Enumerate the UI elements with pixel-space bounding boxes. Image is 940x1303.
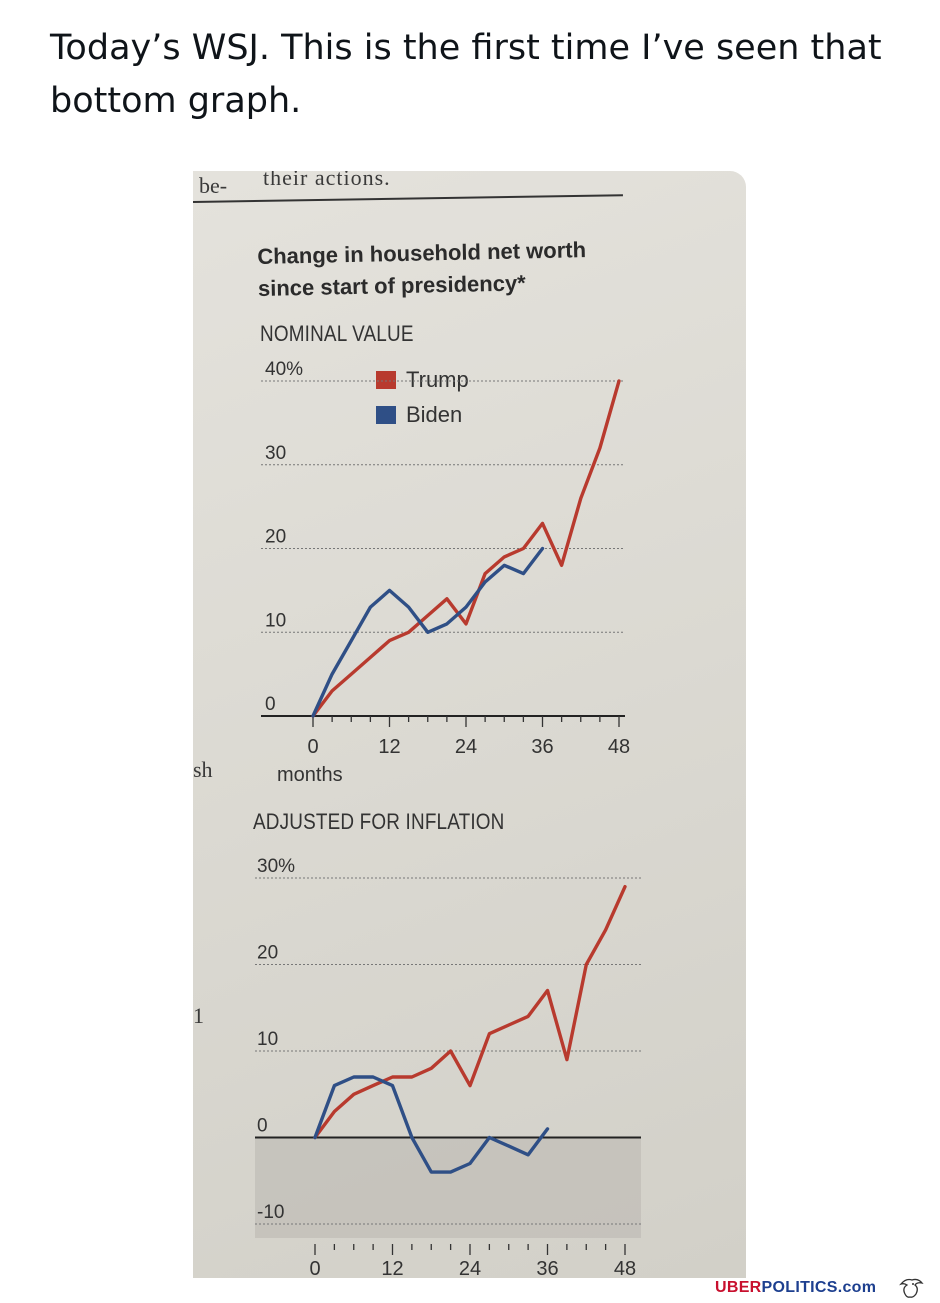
legend-swatch-biden <box>376 406 396 424</box>
x-tick-label: 36 <box>536 1258 558 1278</box>
charts-svg: 0 10 20 30 40% 0 12 24 36 48 months -10 0 10 20 30% 0 12 2… <box>255 359 641 1278</box>
y-tick-label: 30 <box>265 443 286 464</box>
watermark-part-1: UBER <box>715 1279 762 1296</box>
y-tick-label: 20 <box>265 527 286 548</box>
y-tick-label: 10 <box>257 1029 278 1050</box>
inflation-chart-subtitle: ADJUSTED FOR INFLATION <box>253 809 505 834</box>
x-tick-label: 48 <box>608 736 630 758</box>
y-tick-label: 20 <box>257 943 278 964</box>
legend-item-biden: Biden <box>376 402 462 428</box>
eagle-icon <box>899 1278 924 1298</box>
series-line-trump <box>313 885 627 1140</box>
y-tick-label: -10 <box>257 1202 284 1223</box>
legend-label-trump: Trump <box>406 367 469 392</box>
clipping-margin-fragment: sh <box>193 757 213 782</box>
x-tick-label: 48 <box>614 1258 636 1278</box>
x-tick-label: 0 <box>309 1258 320 1278</box>
x-tick-label: 0 <box>307 736 318 758</box>
x-unit-label: months <box>277 764 343 786</box>
nominal-chart-subtitle: NOMINAL VALUE <box>260 321 414 346</box>
series-line-biden <box>311 546 545 718</box>
legend-item-trump: Trump <box>376 367 469 393</box>
legend-label-biden: Biden <box>406 402 463 427</box>
x-tick-label: 24 <box>455 736 477 758</box>
y-tick-label: 0 <box>257 1116 268 1137</box>
x-tick-label: 12 <box>381 1258 403 1278</box>
y-tick-label: 40% <box>265 359 303 380</box>
x-tick-label: 36 <box>531 736 553 758</box>
y-tick-label: 30% <box>257 856 295 877</box>
series-line-biden <box>313 1075 550 1174</box>
watermark[interactable]: UBERPOLITICS.com <box>715 1279 876 1297</box>
legend-swatch-trump <box>376 371 396 389</box>
series-line-trump <box>311 379 621 718</box>
y-tick-label: 0 <box>265 694 276 715</box>
tweet-text: Today’s WSJ. This is the first time I’ve… <box>50 28 882 121</box>
clipping-margin-fragment-2: 1 <box>193 1003 204 1028</box>
x-tick-label: 24 <box>459 1258 481 1278</box>
x-tick-label: 12 <box>378 736 400 758</box>
negative-shading <box>255 1137 641 1238</box>
clipping-top-text: their actions. <box>263 171 391 190</box>
y-tick-label: 10 <box>265 610 286 631</box>
newspaper-photo[interactable]: be- their actions. sh 1 Change in househ… <box>193 171 746 1278</box>
watermark-part-2: POLITICS.com <box>761 1279 877 1296</box>
clipping-fragment-left: be- <box>199 173 228 198</box>
